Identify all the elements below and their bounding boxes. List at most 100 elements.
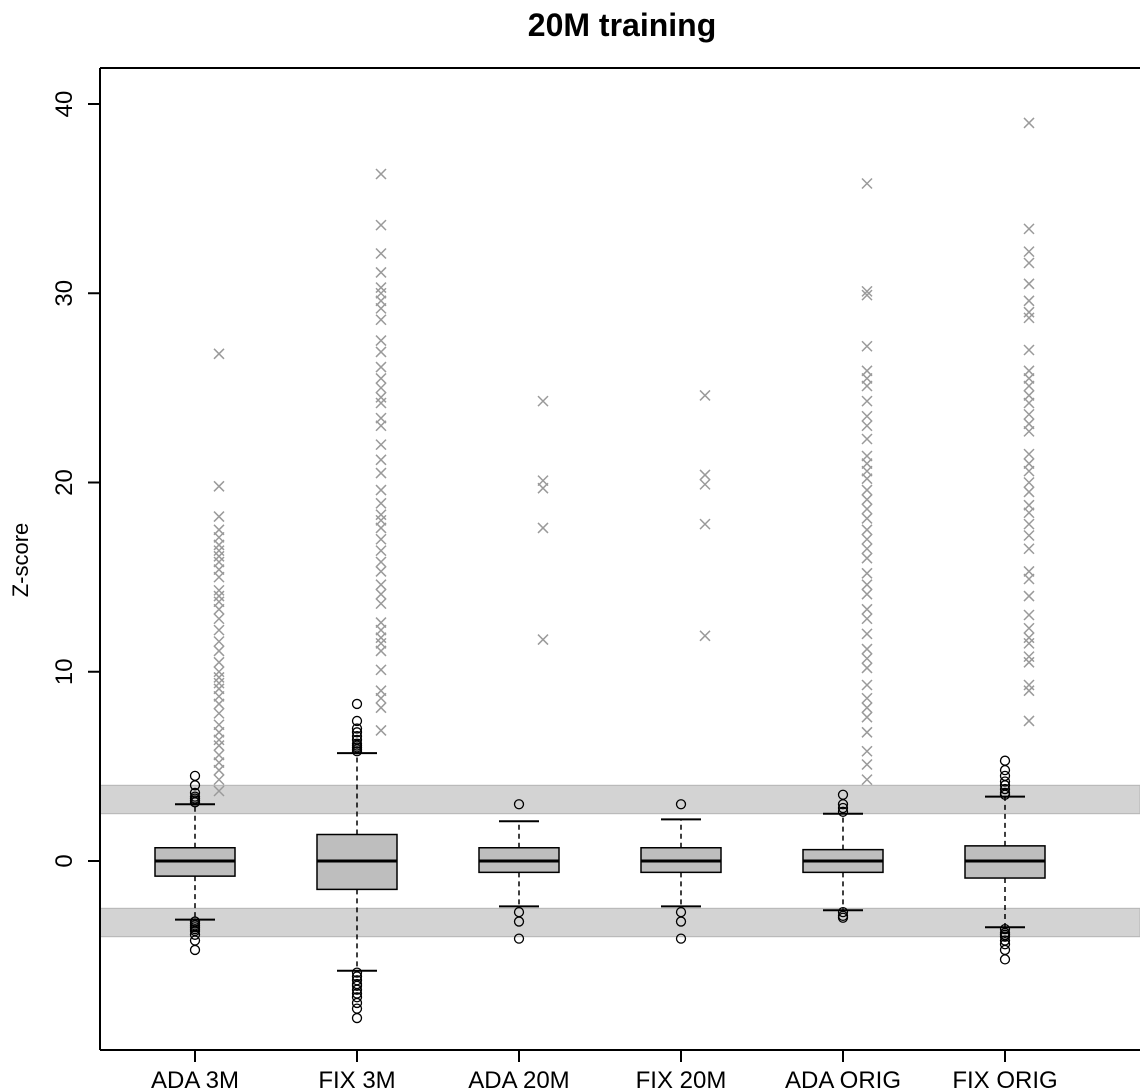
extreme-point-marker	[375, 637, 387, 649]
extreme-point-marker	[861, 533, 873, 545]
extreme-point-marker	[375, 282, 387, 294]
outlier-point	[837, 806, 849, 817]
extreme-point-marker	[213, 785, 225, 797]
extreme-point-marker	[1023, 518, 1035, 530]
extreme-point-marker	[861, 177, 873, 190]
extreme-point-marker	[213, 556, 225, 568]
extreme-point-marker	[375, 219, 387, 231]
extreme-point-marker	[1023, 609, 1035, 621]
extreme-point-marker	[375, 565, 387, 577]
extreme-point-marker	[537, 395, 549, 407]
extreme-point-marker	[375, 467, 387, 479]
outlier-point	[189, 791, 201, 802]
plot-frame	[99, 67, 1140, 1051]
outlier-point	[351, 1003, 363, 1014]
outlier-point	[837, 802, 849, 814]
threshold-band	[99, 784, 1140, 815]
extreme-point-marker	[699, 478, 711, 490]
outlier-point	[675, 933, 687, 944]
extreme-point-marker	[861, 679, 873, 691]
outlier-point	[351, 734, 363, 746]
extreme-point-marker	[375, 724, 387, 736]
extreme-point-marker	[861, 758, 873, 771]
extreme-point-marker	[1023, 651, 1035, 663]
extreme-point-marker	[537, 522, 549, 534]
extreme-point-marker	[861, 289, 873, 301]
extreme-point-marker	[861, 512, 873, 524]
extreme-point-marker	[1023, 565, 1035, 577]
y-tick-label: 40	[51, 91, 78, 118]
outlier-point	[351, 992, 363, 1003]
extreme-point-marker	[375, 372, 387, 384]
outlier-point	[351, 1012, 363, 1024]
y-tick-label: 10	[51, 658, 78, 685]
extreme-point-marker	[375, 556, 387, 568]
x-category-label: FIX ORIG	[952, 1067, 1057, 1092]
outlier-point	[999, 765, 1011, 776]
outlier-point	[837, 912, 849, 923]
outlier-point	[513, 799, 525, 810]
outlier-point	[351, 997, 363, 1009]
extreme-point-marker	[861, 652, 873, 665]
extreme-point-marker	[375, 509, 387, 521]
extreme-point-marker	[375, 617, 387, 629]
extreme-point-marker	[1023, 458, 1035, 470]
extreme-point-marker	[861, 420, 873, 432]
extreme-point-marker	[537, 475, 549, 487]
x-category-label: FIX 3M	[318, 1067, 395, 1092]
extreme-point-marker	[1023, 408, 1035, 420]
outlier-point	[189, 929, 201, 940]
extreme-point-marker	[861, 484, 873, 496]
extreme-point-marker	[699, 469, 711, 481]
outlier-point	[999, 770, 1011, 781]
outlier-point	[351, 730, 363, 742]
extreme-point-marker	[861, 726, 873, 738]
x-category-label: FIX 20M	[636, 1067, 727, 1092]
extreme-point-marker	[213, 348, 225, 360]
extreme-point-marker	[213, 624, 225, 636]
extreme-point-marker	[861, 433, 873, 445]
extreme-point-marker	[213, 645, 225, 657]
box-ada-20m	[478, 395, 560, 944]
y-tick-label: 20	[51, 469, 78, 496]
extreme-point-marker	[213, 683, 225, 695]
extreme-point-marker	[861, 524, 873, 536]
extreme-point-marker	[213, 596, 225, 608]
extreme-point-marker	[375, 397, 387, 409]
extreme-point-marker	[1023, 448, 1035, 460]
box-group	[154, 117, 1046, 1024]
extreme-point-marker	[1023, 295, 1035, 307]
extreme-point-marker	[861, 662, 873, 674]
extreme-point-marker	[1023, 486, 1035, 498]
extreme-point-marker	[699, 630, 711, 642]
extreme-point-marker	[1023, 543, 1035, 555]
extreme-point-marker	[213, 550, 225, 562]
extreme-point-marker	[861, 745, 873, 757]
extreme-point-marker	[375, 266, 387, 278]
outlier-point	[999, 923, 1011, 935]
extreme-point-marker	[861, 702, 873, 714]
extreme-point-marker	[1023, 117, 1035, 129]
outlier-point	[351, 967, 363, 978]
extreme-point-marker	[1023, 529, 1035, 542]
outlier-point	[513, 933, 525, 944]
extreme-point-marker	[861, 628, 873, 640]
extreme-point-marker	[861, 395, 873, 407]
extreme-point-marker	[213, 480, 225, 492]
extreme-point-marker	[213, 584, 225, 596]
extreme-point-marker	[213, 545, 225, 557]
chart-title: 20M training	[528, 7, 716, 43]
extreme-point-marker	[213, 740, 225, 752]
extreme-point-marker	[375, 579, 387, 591]
extreme-point-marker	[213, 719, 225, 731]
threshold-band	[99, 907, 1140, 938]
extreme-point-marker	[861, 711, 873, 723]
extreme-point-marker	[213, 666, 225, 678]
extreme-point-marker	[213, 635, 225, 648]
extreme-point-marker	[861, 643, 873, 655]
extreme-point-marker	[375, 439, 387, 451]
extreme-point-marker	[861, 552, 873, 564]
outlier-point	[999, 954, 1011, 965]
extreme-point-marker	[375, 361, 387, 373]
